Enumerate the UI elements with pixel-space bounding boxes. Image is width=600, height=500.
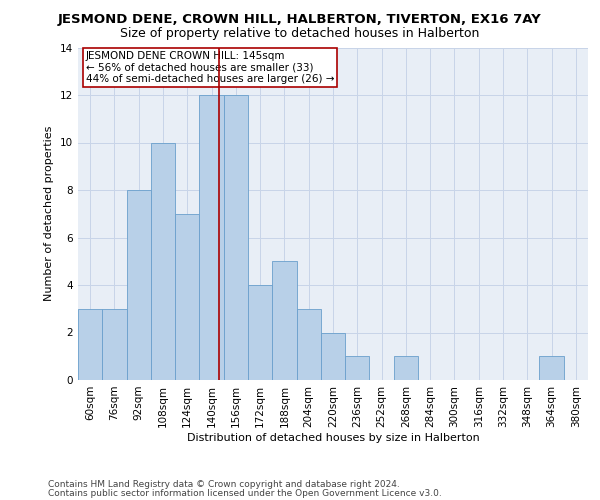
Bar bbox=[272, 261, 296, 380]
Y-axis label: Number of detached properties: Number of detached properties bbox=[44, 126, 55, 302]
Text: Contains public sector information licensed under the Open Government Licence v3: Contains public sector information licen… bbox=[48, 488, 442, 498]
Bar bbox=[321, 332, 345, 380]
Text: Contains HM Land Registry data © Crown copyright and database right 2024.: Contains HM Land Registry data © Crown c… bbox=[48, 480, 400, 489]
Text: Size of property relative to detached houses in Halberton: Size of property relative to detached ho… bbox=[121, 28, 479, 40]
Bar bbox=[394, 356, 418, 380]
Bar bbox=[199, 95, 224, 380]
Bar bbox=[102, 308, 127, 380]
Bar bbox=[296, 308, 321, 380]
Bar bbox=[78, 308, 102, 380]
Bar bbox=[345, 356, 370, 380]
Bar bbox=[248, 285, 272, 380]
Bar bbox=[539, 356, 564, 380]
X-axis label: Distribution of detached houses by size in Halberton: Distribution of detached houses by size … bbox=[187, 432, 479, 442]
Text: JESMOND DENE, CROWN HILL, HALBERTON, TIVERTON, EX16 7AY: JESMOND DENE, CROWN HILL, HALBERTON, TIV… bbox=[58, 12, 542, 26]
Bar bbox=[151, 142, 175, 380]
Text: JESMOND DENE CROWN HILL: 145sqm
← 56% of detached houses are smaller (33)
44% of: JESMOND DENE CROWN HILL: 145sqm ← 56% of… bbox=[86, 51, 334, 84]
Bar bbox=[127, 190, 151, 380]
Bar bbox=[224, 95, 248, 380]
Bar bbox=[175, 214, 199, 380]
